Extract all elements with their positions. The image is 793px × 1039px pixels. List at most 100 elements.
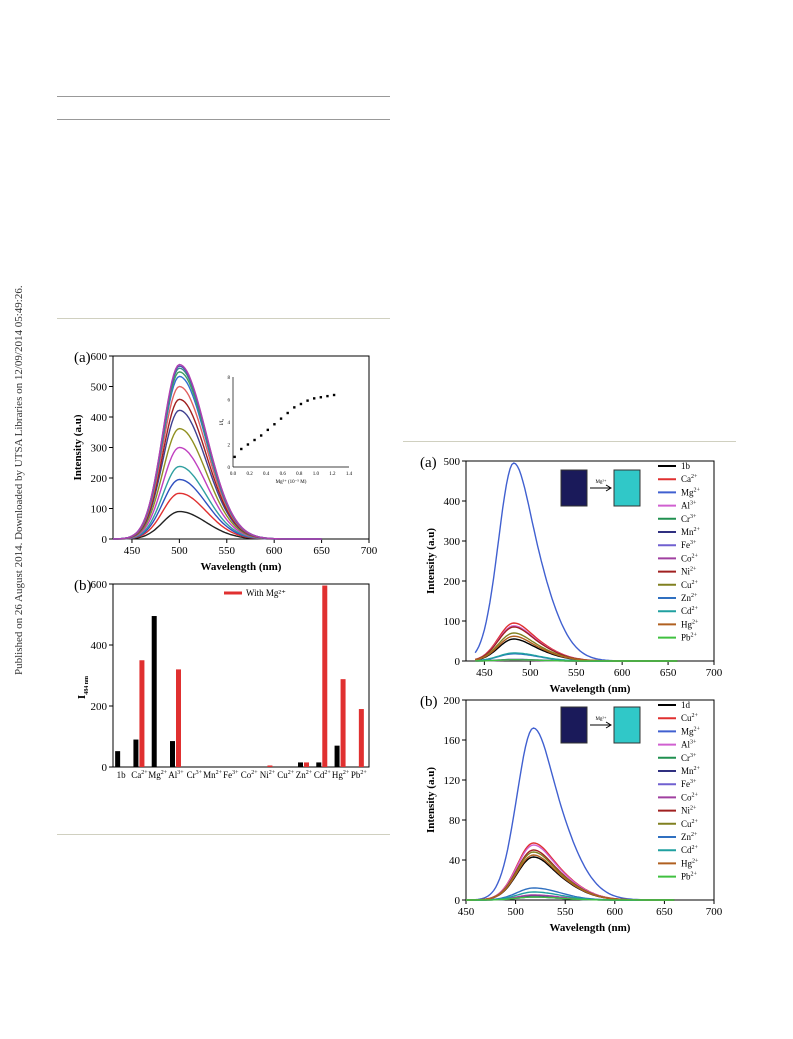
x-tick-label: 600: [607, 906, 624, 918]
bar: [170, 741, 175, 767]
category-label: Ca2+: [131, 770, 148, 780]
inset-x-tick-label: 0.0: [230, 472, 237, 477]
table-top-rule: [57, 96, 390, 97]
panel-label: (a): [420, 455, 437, 471]
legend-label: Fe3+: [681, 779, 697, 789]
legend-label: Ni2+: [681, 806, 697, 816]
inset-point: [259, 434, 263, 437]
bar: [334, 745, 340, 767]
legend-label: Pb2+: [681, 633, 698, 643]
y-tick-label: 300: [444, 536, 461, 548]
legend-label: Mn2+: [681, 527, 701, 537]
x-tick-label: 700: [706, 667, 723, 679]
inset-y-tick-label: 8: [228, 376, 231, 381]
inset-point: [313, 397, 316, 400]
table-bottom-rule: [57, 119, 390, 120]
y-tick-label: 600: [91, 579, 108, 591]
category-label: Fe3+: [223, 770, 239, 780]
legend-label: Ni2+: [681, 567, 697, 577]
section-divider-left-bottom: [57, 834, 390, 835]
y-tick-label: 160: [444, 735, 461, 747]
spectrum-line: [466, 896, 675, 901]
vial-after: [613, 469, 641, 507]
y-tick-label: 500: [91, 382, 108, 394]
inset-plot: 0.0 0.2 0.4 0.6 0.8 1.0 1.2 1.4 0 2 4 6 8 Mg²⁺ (10⁻⁵ …: [220, 376, 353, 485]
bar: [316, 762, 322, 767]
x-tick-label: 500: [507, 906, 524, 918]
inset-y-tick-label: 6: [228, 399, 231, 404]
section-divider-left-top: [57, 318, 390, 319]
legend-label: 1b: [681, 461, 691, 471]
x-tick-label: 700: [361, 545, 378, 557]
inset-point: [293, 406, 296, 409]
x-tick-label: 550: [557, 906, 574, 918]
left_a-axes: 450 500 550 600 650 700 0 100 200 300 400 500 600 Wav…: [72, 350, 378, 573]
arrow-label: Mg²⁺: [595, 716, 606, 722]
category-label: Mn2+: [203, 770, 223, 780]
legend-label: With Mg²⁺: [246, 588, 286, 598]
x-tick-label: 650: [660, 667, 677, 679]
right_a-axes: 450 500 550 600 650 700 0 100 200 300 400 500 Wavele…: [420, 455, 723, 695]
inset-point: [273, 423, 276, 426]
right_b-axes: 450 500 550 600 650 700 0 40 80 120 160 200 Waveleng…: [420, 694, 723, 934]
category-label: 1b: [117, 770, 127, 780]
y-axis-label: Intensity (a.u): [425, 528, 437, 594]
category-label: Cd2+: [314, 770, 332, 780]
inset-point: [246, 443, 250, 446]
spectrum-line: [466, 849, 675, 901]
x-tick-label: 500: [171, 545, 188, 557]
category-label: Al3+: [168, 770, 184, 780]
inset-point: [299, 402, 303, 406]
y-tick-label: 100: [91, 504, 108, 516]
y-tick-label: 600: [91, 351, 108, 363]
panel-label: (a): [74, 350, 91, 366]
legend-label: 1d: [681, 700, 691, 710]
legend-label: Mg2+: [681, 726, 701, 736]
legend-label: Cd2+: [681, 845, 699, 855]
y-axis-label: Intensity (a.u): [425, 767, 437, 833]
legend-label: Mn2+: [681, 766, 701, 776]
y-tick-label: 120: [444, 775, 461, 787]
left_b-axes: 0 200 400 600 I484 nm (b) 1b Ca2+ Mg2+ Al3+ Cr3+ Mn…: [74, 578, 370, 780]
inset-point: [233, 455, 236, 459]
category-label: Zn2+: [296, 770, 313, 780]
x-axis-label: Wavelength (nm): [550, 922, 631, 934]
spectrum-line: [466, 844, 675, 901]
legend-label: Fe3+: [681, 540, 697, 550]
legend-label: Cr3+: [681, 514, 697, 524]
legend-label: Al3+: [681, 740, 697, 750]
spectrum-line: [113, 371, 322, 540]
legend-label: Cu2+: [681, 713, 699, 723]
legend-label: Al3+: [681, 501, 697, 511]
y-tick-label: 200: [444, 576, 461, 588]
spectrum-line: [466, 842, 675, 901]
y-tick-label: 0: [102, 762, 108, 774]
legend-label: Cu2+: [681, 819, 699, 829]
bar: [298, 762, 303, 767]
legend: 1d Cu2+ Mg2+ Al3+ Cr3+ Mn2+ Fe3+ Co2+ Ni2+ Cu2+ Zn…: [658, 700, 701, 882]
inset-x-tick-label: 0.2: [246, 472, 253, 477]
arrow-head-icon: [605, 721, 612, 729]
inset-point: [240, 447, 243, 451]
x-tick-label: 600: [614, 667, 631, 679]
inset-point: [253, 438, 256, 442]
bar: [115, 751, 121, 767]
inset-x-tick-label: 1.0: [313, 472, 320, 477]
y-tick-label: 0: [102, 534, 108, 546]
x-tick-label: 650: [656, 906, 673, 918]
bar: [151, 616, 157, 767]
y-tick-label: 40: [449, 855, 461, 867]
inset-x-label: Mg²⁺ (10⁻⁵ M): [276, 479, 307, 485]
bar: [304, 762, 309, 767]
inset-point: [266, 428, 269, 432]
x-axis-label: Wavelength (nm): [550, 683, 631, 695]
y-tick-label: 200: [91, 473, 108, 485]
spectrum-line: [475, 626, 678, 662]
legend-label: Co2+: [681, 553, 699, 563]
category-label: Pb2+: [351, 770, 368, 780]
legend-label: Hg2+: [681, 619, 699, 629]
y-tick-label: 500: [444, 456, 461, 468]
panel-label: (b): [74, 578, 92, 594]
legend-label: Cu2+: [681, 580, 699, 590]
bar: [139, 660, 145, 767]
